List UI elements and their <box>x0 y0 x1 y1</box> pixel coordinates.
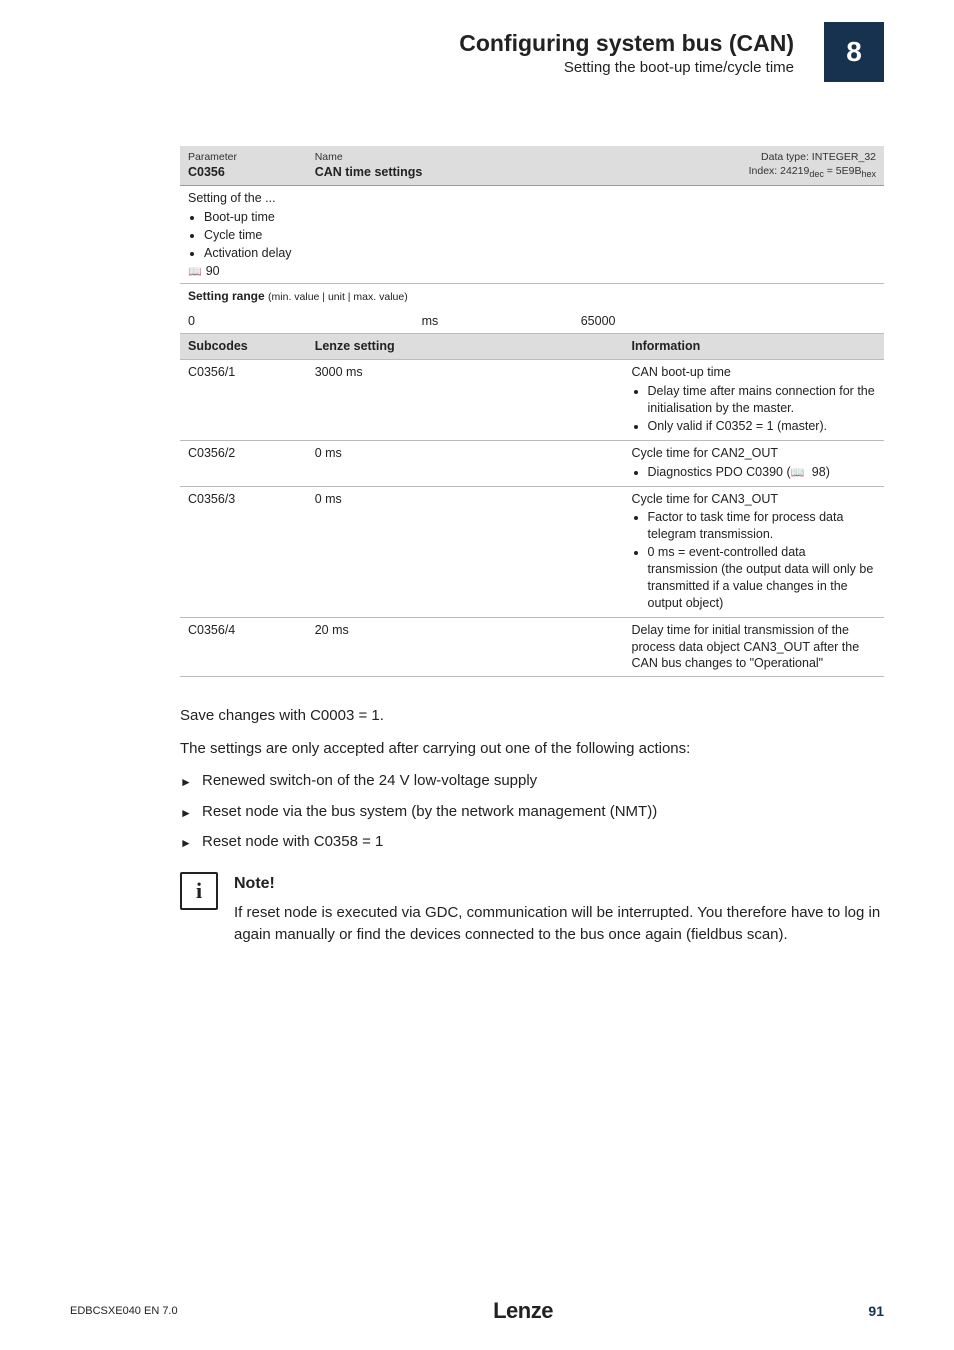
page: Configuring system bus (CAN) Setting the… <box>0 0 954 1350</box>
table-row: C0356/4 20 ms Delay time for initial tra… <box>180 617 884 677</box>
note-block: i Note! If reset node is executed via GD… <box>180 872 884 947</box>
lenze-setting: 0 ms <box>307 486 624 617</box>
info-lead: CAN boot-up time <box>632 364 877 381</box>
info-cell: CAN boot-up time Delay time after mains … <box>624 360 885 441</box>
info-icon: i <box>180 872 218 910</box>
content: Parameter C0356 Name CAN time settings D… <box>180 146 884 947</box>
footer-logo: Lenze <box>493 1298 553 1324</box>
col-information: Information <box>624 334 885 360</box>
action-item: Renewed switch-on of the 24 V low-voltag… <box>180 770 884 793</box>
page-subtitle: Setting the boot-up time/cycle time <box>70 59 794 76</box>
setting-of-item: Boot-up time <box>204 209 876 226</box>
range-small: (min. value | unit | max. value) <box>268 291 408 303</box>
param-header-row: Parameter C0356 Name CAN time settings D… <box>180 146 884 186</box>
setting-of-lead: Setting of the ... <box>188 190 876 207</box>
info-cell: Delay time for initial transmission of t… <box>624 617 885 677</box>
note-title: Note! <box>234 872 884 896</box>
footer-page-number: 91 <box>868 1303 884 1319</box>
info-bullet: Diagnostics PDO C0390 ( 98) <box>648 464 877 481</box>
action-item: Reset node via the bus system (by the ne… <box>180 801 884 824</box>
setting-of-row: Setting of the ... Boot-up time Cycle ti… <box>180 186 884 284</box>
param-name: CAN time settings <box>315 164 545 181</box>
info-bullet: Only valid if C0352 = 1 (master). <box>648 418 877 435</box>
header-text: Configuring system bus (CAN) Setting the… <box>70 30 794 76</box>
info-lead: Delay time for initial transmission of t… <box>632 622 877 673</box>
range-max: 65000 <box>553 309 623 334</box>
parameter-table: Parameter C0356 Name CAN time settings D… <box>180 146 884 677</box>
subcode: C0356/1 <box>180 360 307 441</box>
setting-of-list: Boot-up time Cycle time Activation delay <box>188 209 876 262</box>
footer-docid: EDBCSXE040 EN 7.0 <box>70 1305 178 1317</box>
info-cell: Cycle time for CAN3_OUT Factor to task t… <box>624 486 885 617</box>
range-min: 0 <box>180 309 307 334</box>
datatype-line1: Data type: INTEGER_32 <box>561 150 876 164</box>
range-label-row: Setting range (min. value | unit | max. … <box>180 284 884 309</box>
range-label: Setting range <box>188 289 265 303</box>
datatype-line2: Index: 24219dec = 5E9Bhex <box>561 164 876 180</box>
header-bar: Configuring system bus (CAN) Setting the… <box>70 30 884 76</box>
col-subcodes: Subcodes <box>180 334 307 360</box>
book-icon <box>188 264 206 278</box>
setting-of-item: Activation delay <box>204 245 876 262</box>
table-row: C0356/3 0 ms Cycle time for CAN3_OUT Fac… <box>180 486 884 617</box>
info-bullet: Factor to task time for process data tel… <box>648 509 877 543</box>
range-unit: ms <box>307 309 553 334</box>
chapter-number: 8 <box>824 22 884 82</box>
info-cell: Cycle time for CAN2_OUT Diagnostics PDO … <box>624 440 885 486</box>
param-code: C0356 <box>188 164 299 181</box>
action-list: Renewed switch-on of the 24 V low-voltag… <box>180 770 884 854</box>
note-body: If reset node is executed via GDC, commu… <box>234 902 884 947</box>
subcode: C0356/3 <box>180 486 307 617</box>
info-bullet: 0 ms = event-controlled data transmissio… <box>648 544 877 612</box>
setting-of-item: Cycle time <box>204 227 876 244</box>
book-reference: 90 <box>188 263 220 280</box>
action-item: Reset node with C0358 = 1 <box>180 831 884 854</box>
subcode: C0356/4 <box>180 617 307 677</box>
col-lenze-setting: Lenze setting <box>307 334 624 360</box>
table-row: C0356/2 0 ms Cycle time for CAN2_OUT Dia… <box>180 440 884 486</box>
footer: EDBCSXE040 EN 7.0 Lenze 91 <box>0 1298 954 1324</box>
page-title: Configuring system bus (CAN) <box>70 30 794 57</box>
name-label: Name <box>315 150 545 164</box>
lenze-setting: 0 ms <box>307 440 624 486</box>
info-lead: Cycle time for CAN3_OUT <box>632 491 877 508</box>
info-lead: Cycle time for CAN2_OUT <box>632 445 877 462</box>
body-text: Save changes with C0003 = 1. The setting… <box>180 705 884 947</box>
subcodes-header-row: Subcodes Lenze setting Information <box>180 334 884 360</box>
body-p2: The settings are only accepted after car… <box>180 738 884 761</box>
lenze-setting: 3000 ms <box>307 360 624 441</box>
body-p1: Save changes with C0003 = 1. <box>180 705 884 728</box>
range-values-row: 0 ms 65000 <box>180 309 884 334</box>
table-row: C0356/1 3000 ms CAN boot-up time Delay t… <box>180 360 884 441</box>
lenze-setting: 20 ms <box>307 617 624 677</box>
param-label: Parameter <box>188 150 299 164</box>
info-bullet: Delay time after mains connection for th… <box>648 383 877 417</box>
subcode: C0356/2 <box>180 440 307 486</box>
